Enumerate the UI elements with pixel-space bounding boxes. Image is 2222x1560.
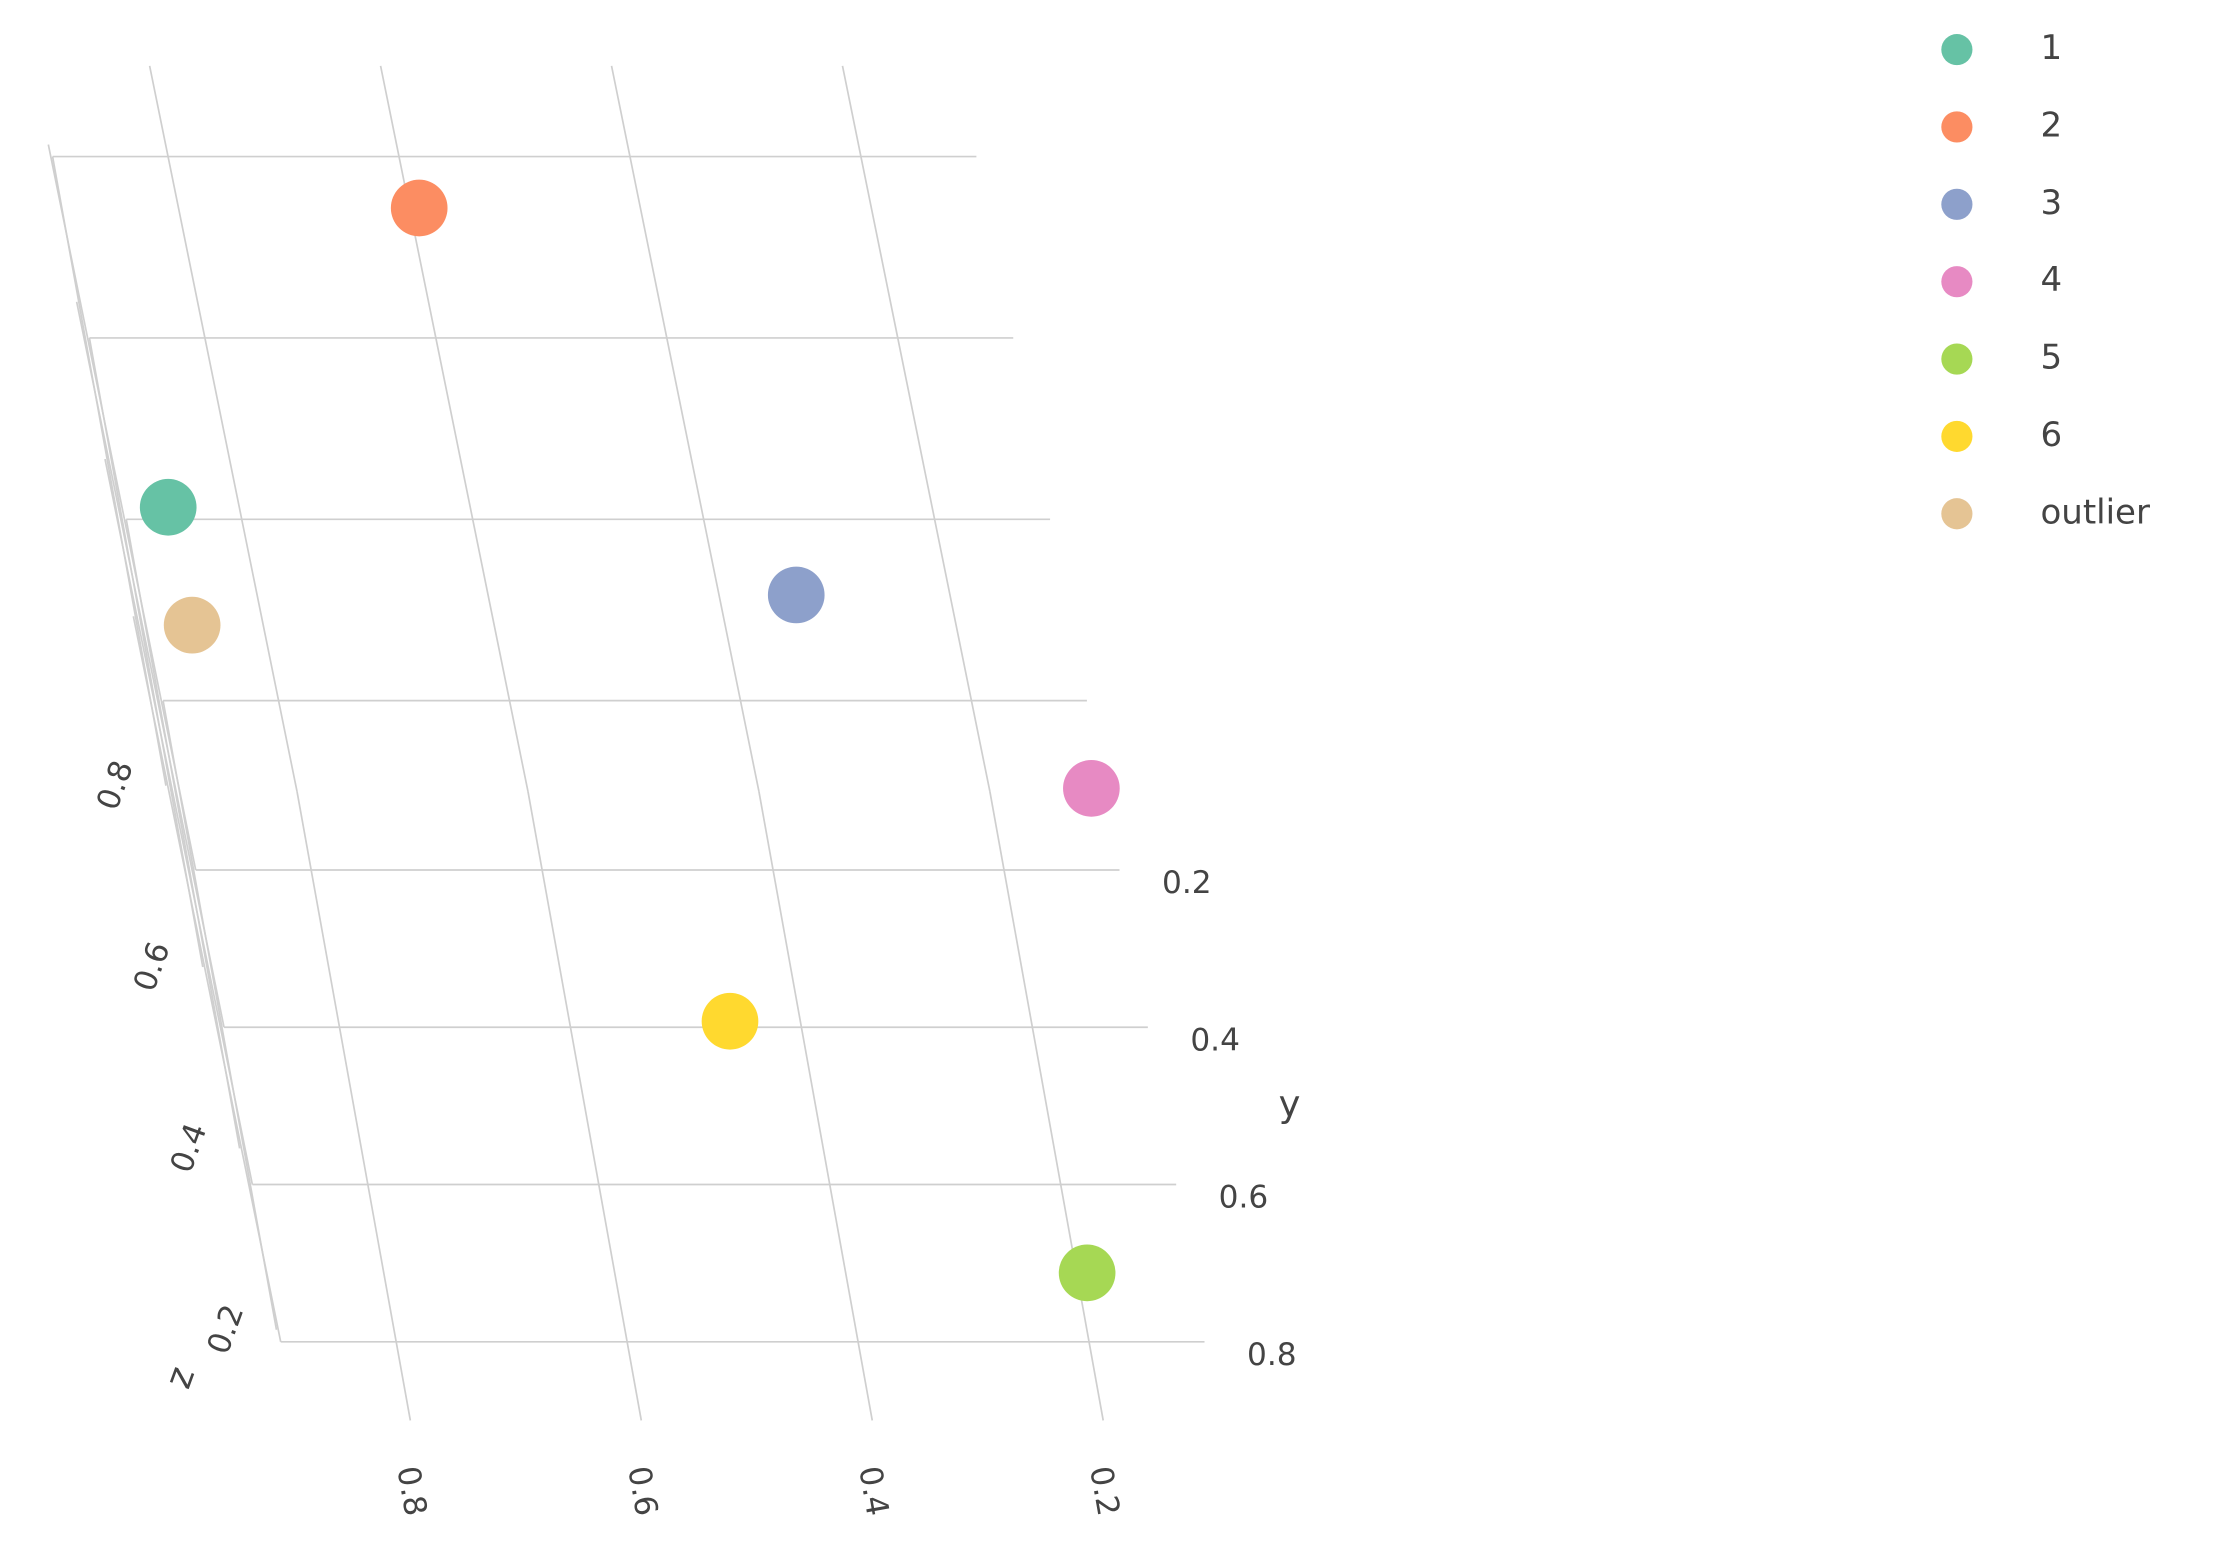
y-tick-label: 0.4 [1190,1022,1240,1058]
grid-line [51,156,167,786]
legend-label: 5 [2040,338,2062,378]
y-tick-label: 0.2 [1162,865,1212,901]
legend-marker [1941,343,1973,375]
point [163,596,221,654]
legend-label: 1 [2040,28,2062,68]
legend-marker [1941,420,1973,452]
x-tick-label: 0.8 [389,1464,433,1519]
point [1063,760,1120,817]
z-tick-label: 0.6 [127,937,178,996]
point [1058,1244,1116,1302]
point [767,566,825,624]
x-tick-label: 0.6 [620,1464,664,1519]
grid-line [125,519,241,1149]
grid-line [610,65,760,792]
grid-line [527,791,643,1421]
grid-line [162,700,278,1330]
point [390,179,448,237]
legend-marker [1941,498,1973,530]
legend-label: 6 [2040,415,2062,455]
legend-marker [1941,34,1973,66]
legend-label: 2 [2040,105,2062,145]
legend-label: 4 [2040,260,2062,300]
z-tick-label: 0.4 [164,1119,215,1178]
point [139,478,197,536]
grid-line [989,791,1105,1421]
y-tick-label: 0.6 [1219,1180,1269,1216]
x-tick-label: 0.4 [851,1464,895,1519]
y-tick-label: 0.8 [1247,1337,1297,1373]
z-tick-label: 0.8 [90,756,141,815]
grid-line [148,65,298,792]
grid-line [296,791,412,1421]
grid-line [88,337,204,968]
legend-marker [1941,111,1973,143]
z-axis-title: z [156,1361,203,1394]
point [701,992,759,1050]
x-tick-label: 0.2 [1082,1464,1126,1519]
grid-line [379,65,529,792]
legend-label: 3 [2040,183,2062,223]
legend-label: outlier [2040,492,2149,532]
legend-marker [1941,188,1973,220]
grid-line [758,791,874,1421]
grid-line [841,65,991,792]
z-tick-label: 0.2 [201,1300,252,1359]
legend-marker [1941,266,1973,298]
y-axis-title: y [1279,1082,1301,1125]
